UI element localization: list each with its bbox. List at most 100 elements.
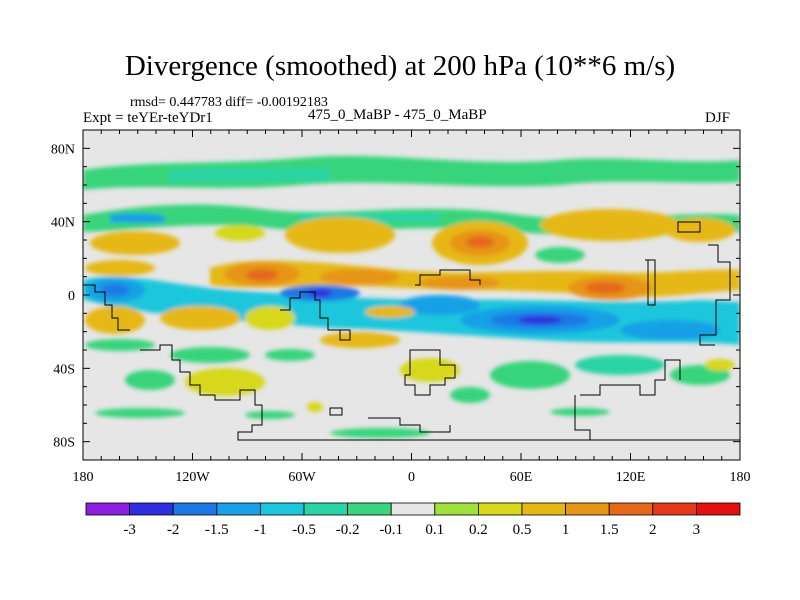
y-tick-label: 40S — [53, 362, 75, 377]
stats-text: rmsd= 0.447783 diff= -0.00192183 — [130, 95, 328, 110]
y-tick-marks — [83, 147, 740, 443]
y-tick-label: 80N — [51, 142, 75, 157]
colorbar-label: 0.1 — [425, 522, 444, 538]
eq-pos-core-2 — [320, 269, 400, 285]
coast-africa — [404, 349, 456, 396]
colorbar-swatch — [259, 502, 305, 516]
colorbar-label: -3 — [123, 522, 136, 538]
colorbar-swatch — [172, 502, 218, 516]
coast-australia — [580, 359, 681, 396]
colorbar-label: -0.5 — [292, 522, 316, 538]
blob-nh-4 — [540, 209, 680, 241]
experiment-label: Expt = teYEr-teYDr1 — [83, 110, 213, 126]
sh-blob-3 — [245, 306, 295, 330]
sh-high-1 — [95, 408, 185, 418]
colorbar-label: -2 — [167, 522, 180, 538]
y-tick-labels: 80N 40N 0 40S 80S — [51, 142, 75, 450]
field-fills — [83, 155, 740, 438]
coast-antarctic-peninsula — [368, 417, 451, 433]
sh-band-5 — [400, 358, 460, 382]
sh-blob-1 — [85, 306, 145, 334]
colorbar-swatch — [434, 502, 479, 516]
sh-high-3 — [330, 428, 430, 438]
season-label: DJF — [705, 110, 731, 126]
sh-band-3 — [125, 370, 175, 390]
eq-neg-core-west-b — [101, 284, 129, 296]
colorbar-swatch — [696, 502, 741, 516]
coast-pacific-islands — [83, 284, 130, 331]
colorbar-label: 1 — [562, 522, 570, 538]
coastlines — [83, 221, 740, 441]
colorbar-labels: -3 -2 -1.5 -1 -0.5 -0.2 -0.1 0.1 0.2 0.5 1 1.5 2 3 — [123, 522, 700, 538]
colorbar-label: -0.2 — [336, 522, 360, 538]
x-tick-marks — [82, 130, 741, 460]
colorbar-label: -0.1 — [379, 522, 403, 538]
sh-blob-6 — [265, 349, 315, 361]
x-tick-label: 180 — [73, 470, 94, 485]
colorbar-label: 0.2 — [469, 522, 488, 538]
colorbar — [85, 502, 741, 516]
x-tick-label: 180 — [730, 470, 751, 485]
x-tick-label: 60W — [288, 470, 316, 485]
sh-band-9 — [450, 387, 490, 403]
coast-central-america — [280, 291, 351, 341]
sh-blob-5 — [365, 306, 415, 318]
sh-blob-4 — [320, 332, 400, 348]
colorbar-label: -1.5 — [205, 522, 229, 538]
eq-neg-core-east-c — [518, 316, 562, 324]
sh-band-1 — [85, 339, 155, 351]
colorbar-swatch — [347, 502, 392, 516]
comparison-label: 475_0_MaBP - 475_0_MaBP — [308, 107, 487, 123]
chart-title: Divergence (smoothed) at 200 hPa (10**6 … — [124, 50, 676, 82]
y-tick-label: 80S — [53, 436, 75, 451]
sh-high-5 — [307, 402, 323, 412]
colorbar-label: 2 — [649, 522, 657, 538]
colorbar-swatch — [477, 502, 523, 516]
y-tick-label: 0 — [68, 289, 75, 304]
band-north-1 — [83, 155, 740, 190]
eq-pos-core-3 — [420, 276, 500, 290]
y-tick-label: 40N — [51, 216, 75, 231]
colorbar-label: 1.5 — [600, 522, 619, 538]
sh-band-10 — [705, 359, 735, 371]
eq-pos-core-4b — [585, 282, 625, 294]
blob-nh-6 — [215, 225, 265, 241]
eq-neg-core-amer-b — [308, 289, 332, 297]
colorbar-label: -1 — [254, 522, 267, 538]
sh-band-6 — [490, 361, 570, 389]
sh-high-2 — [245, 411, 295, 419]
eq-pos-core-1b — [246, 269, 278, 281]
colorbar-swatch — [85, 502, 130, 516]
eq-pos-west — [85, 260, 155, 276]
x-tick-label: 120E — [616, 470, 646, 485]
eq-neg-core-far-east — [620, 320, 720, 340]
sh-band-7 — [575, 355, 665, 375]
colorbar-swatch — [521, 502, 566, 516]
sh-high-4 — [550, 408, 610, 416]
coast-australia-west — [574, 395, 591, 440]
colorbar-swatch — [390, 502, 436, 516]
colorbar-label: 0.5 — [513, 522, 532, 538]
sh-band-4 — [185, 368, 265, 396]
colorbar-swatch — [608, 502, 654, 516]
blob-nh-7 — [535, 247, 585, 263]
colorbar-swatch — [216, 502, 261, 516]
blob-nh-3c — [466, 236, 494, 248]
eq-neg-core-mid — [400, 295, 480, 315]
coast-eurasia-south — [415, 269, 481, 286]
sh-band-2 — [170, 347, 250, 363]
x-tick-label: 0 — [408, 470, 415, 485]
coast-sh-islands — [329, 407, 343, 416]
band-north-2 — [170, 168, 330, 182]
colorbar-swatch — [565, 502, 610, 516]
colorbar-swatch — [129, 502, 174, 516]
blob-nh-1 — [90, 231, 180, 255]
coast-americas — [140, 344, 740, 441]
x-tick-label: 60E — [510, 470, 533, 485]
sh-blob-2 — [160, 306, 240, 330]
coast-maritime — [645, 259, 656, 306]
blob-nh-2 — [285, 217, 395, 253]
colorbar-swatch — [303, 502, 348, 516]
x-tick-labels: 180 120W 60W 0 60E 120E 180 — [73, 470, 751, 485]
